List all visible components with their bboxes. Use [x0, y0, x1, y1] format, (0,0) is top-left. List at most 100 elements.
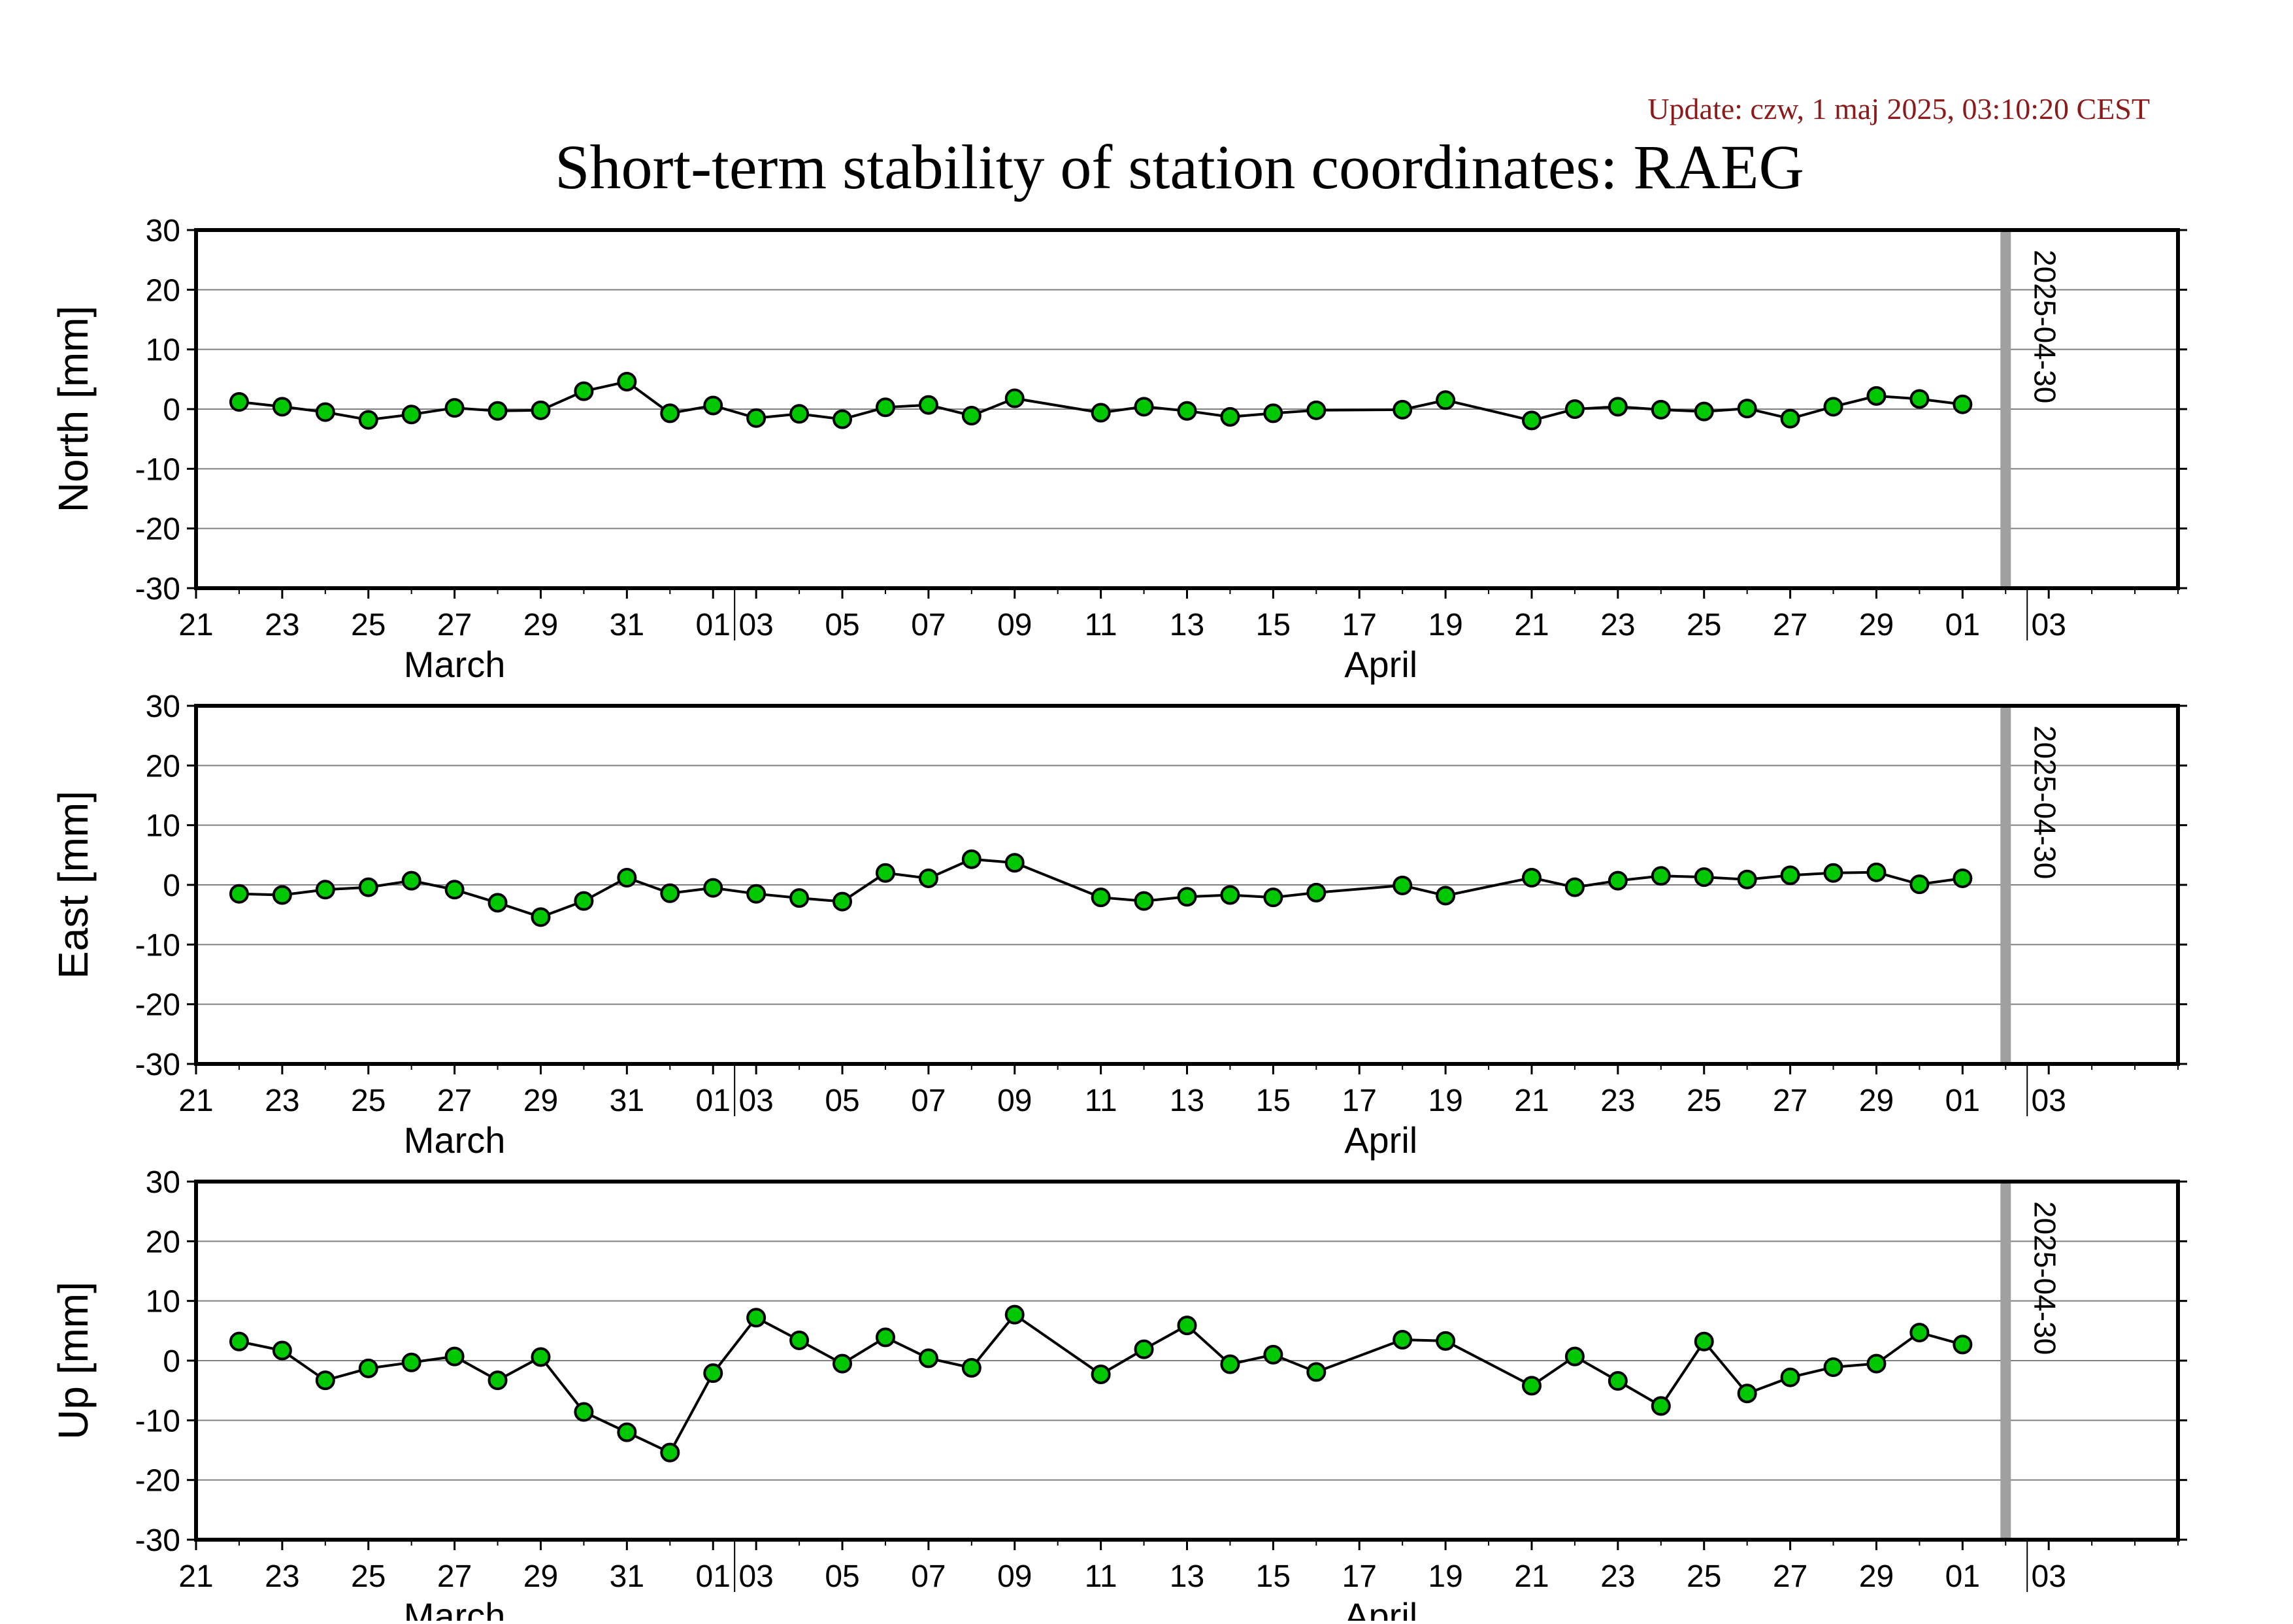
y-tick-label: 10 — [146, 1285, 180, 1319]
data-point — [574, 1402, 594, 1422]
data-point — [1521, 410, 1542, 431]
x-tick-label: 01 — [696, 608, 731, 642]
current-date-label: 2025-04-30 — [2028, 1201, 2062, 1355]
x-tick-label: 17 — [1342, 608, 1377, 642]
x-tick-label: 07 — [911, 1084, 946, 1118]
x-tick-label: 27 — [1773, 608, 1807, 642]
data-point — [358, 410, 378, 430]
month-label: March — [404, 644, 506, 685]
y-tick-label: 10 — [146, 333, 180, 368]
data-point — [660, 883, 680, 903]
x-tick-label: 07 — [911, 1559, 946, 1594]
x-tick-label: 27 — [437, 1559, 472, 1594]
x-tick-label: 05 — [825, 1084, 859, 1118]
x-tick-label: 15 — [1256, 1559, 1291, 1594]
data-point — [1564, 877, 1585, 897]
x-tick-label: 15 — [1256, 608, 1291, 642]
data-point — [444, 880, 465, 900]
x-tick-label: 31 — [610, 608, 644, 642]
x-tick-label: 25 — [351, 608, 386, 642]
data-point — [1608, 870, 1628, 891]
current-date-bar — [2000, 230, 2011, 588]
data-point — [1953, 394, 1973, 414]
data-point — [1694, 867, 1714, 887]
data-point — [1436, 390, 1456, 410]
data-point — [1953, 868, 1973, 888]
x-tick-label: 23 — [1600, 608, 1635, 642]
y-tick-label: -30 — [135, 1048, 180, 1082]
data-point — [746, 884, 767, 904]
x-tick-label: 01 — [1945, 1559, 1980, 1594]
data-point — [531, 400, 551, 420]
y-tick-label: 0 — [163, 1344, 180, 1379]
data-point — [1004, 388, 1025, 408]
plot-frame — [194, 704, 2180, 1066]
y-tick-label: 10 — [146, 809, 180, 844]
data-point — [833, 891, 853, 912]
data-point — [1909, 389, 1930, 409]
data-point — [1780, 1367, 1800, 1387]
data-point — [1866, 862, 1887, 882]
data-point — [315, 880, 335, 900]
x-tick-label: 25 — [1687, 1559, 1721, 1594]
x-tick-label: 13 — [1170, 608, 1204, 642]
data-point — [1177, 887, 1197, 907]
data-point — [833, 409, 853, 429]
y-axis-label: East [mm] — [50, 791, 97, 979]
x-tick-label: 03 — [2032, 608, 2066, 642]
x-tick-label: 21 — [1514, 608, 1549, 642]
data-point — [401, 405, 421, 425]
x-tick-label: 25 — [1687, 1084, 1721, 1118]
x-tick-label: 13 — [1170, 1084, 1204, 1118]
data-point — [1306, 400, 1327, 420]
data-point — [1651, 399, 1671, 420]
x-tick-label: 29 — [523, 608, 558, 642]
data-point — [229, 884, 249, 904]
x-tick-label: 03 — [2032, 1559, 2066, 1594]
month-label: April — [1344, 1595, 1417, 1621]
current-date-bar — [2000, 706, 2011, 1064]
data-point — [789, 888, 810, 908]
data-point — [1866, 386, 1887, 406]
data-point — [272, 885, 292, 905]
data-point — [660, 1442, 680, 1463]
current-date-label: 2025-04-30 — [2028, 725, 2062, 879]
plot-frame — [194, 1180, 2180, 1542]
y-tick-label: -20 — [135, 512, 180, 547]
x-tick-label: 03 — [738, 1084, 773, 1118]
data-point — [617, 868, 637, 888]
x-tick-label: 27 — [1773, 1559, 1807, 1594]
data-point — [918, 1348, 938, 1368]
x-tick-label: 01 — [1945, 608, 1980, 642]
x-tick-label: 05 — [825, 1559, 859, 1594]
data-point — [1177, 401, 1197, 421]
chart-title: Short-term stability of station coordina… — [555, 132, 1804, 202]
data-point — [1694, 401, 1714, 422]
y-tick-label: 20 — [146, 749, 180, 784]
data-point — [918, 868, 938, 888]
y-tick-label: 20 — [146, 1225, 180, 1259]
data-point — [358, 1358, 378, 1378]
x-tick-label: 29 — [523, 1084, 558, 1118]
x-tick-label: 13 — [1170, 1559, 1204, 1594]
x-tick-label: 25 — [1687, 608, 1721, 642]
data-point — [1306, 882, 1327, 903]
data-point — [1091, 887, 1111, 908]
x-tick-label: 03 — [2032, 1084, 2066, 1118]
data-point — [1263, 1344, 1283, 1365]
x-tick-label: 31 — [610, 1084, 644, 1118]
data-point — [789, 1330, 810, 1350]
data-point — [660, 403, 680, 423]
data-point — [1823, 1357, 1843, 1378]
data-point — [961, 1357, 982, 1378]
x-tick-label: 21 — [178, 608, 213, 642]
data-point — [272, 1340, 292, 1361]
x-tick-label: 23 — [1600, 1084, 1635, 1118]
data-point — [1651, 1396, 1671, 1416]
data-point — [617, 371, 637, 391]
data-point — [1134, 891, 1154, 911]
x-tick-label: 29 — [1859, 1559, 1894, 1594]
data-point — [1737, 869, 1757, 889]
y-tick-label: -10 — [135, 928, 180, 963]
